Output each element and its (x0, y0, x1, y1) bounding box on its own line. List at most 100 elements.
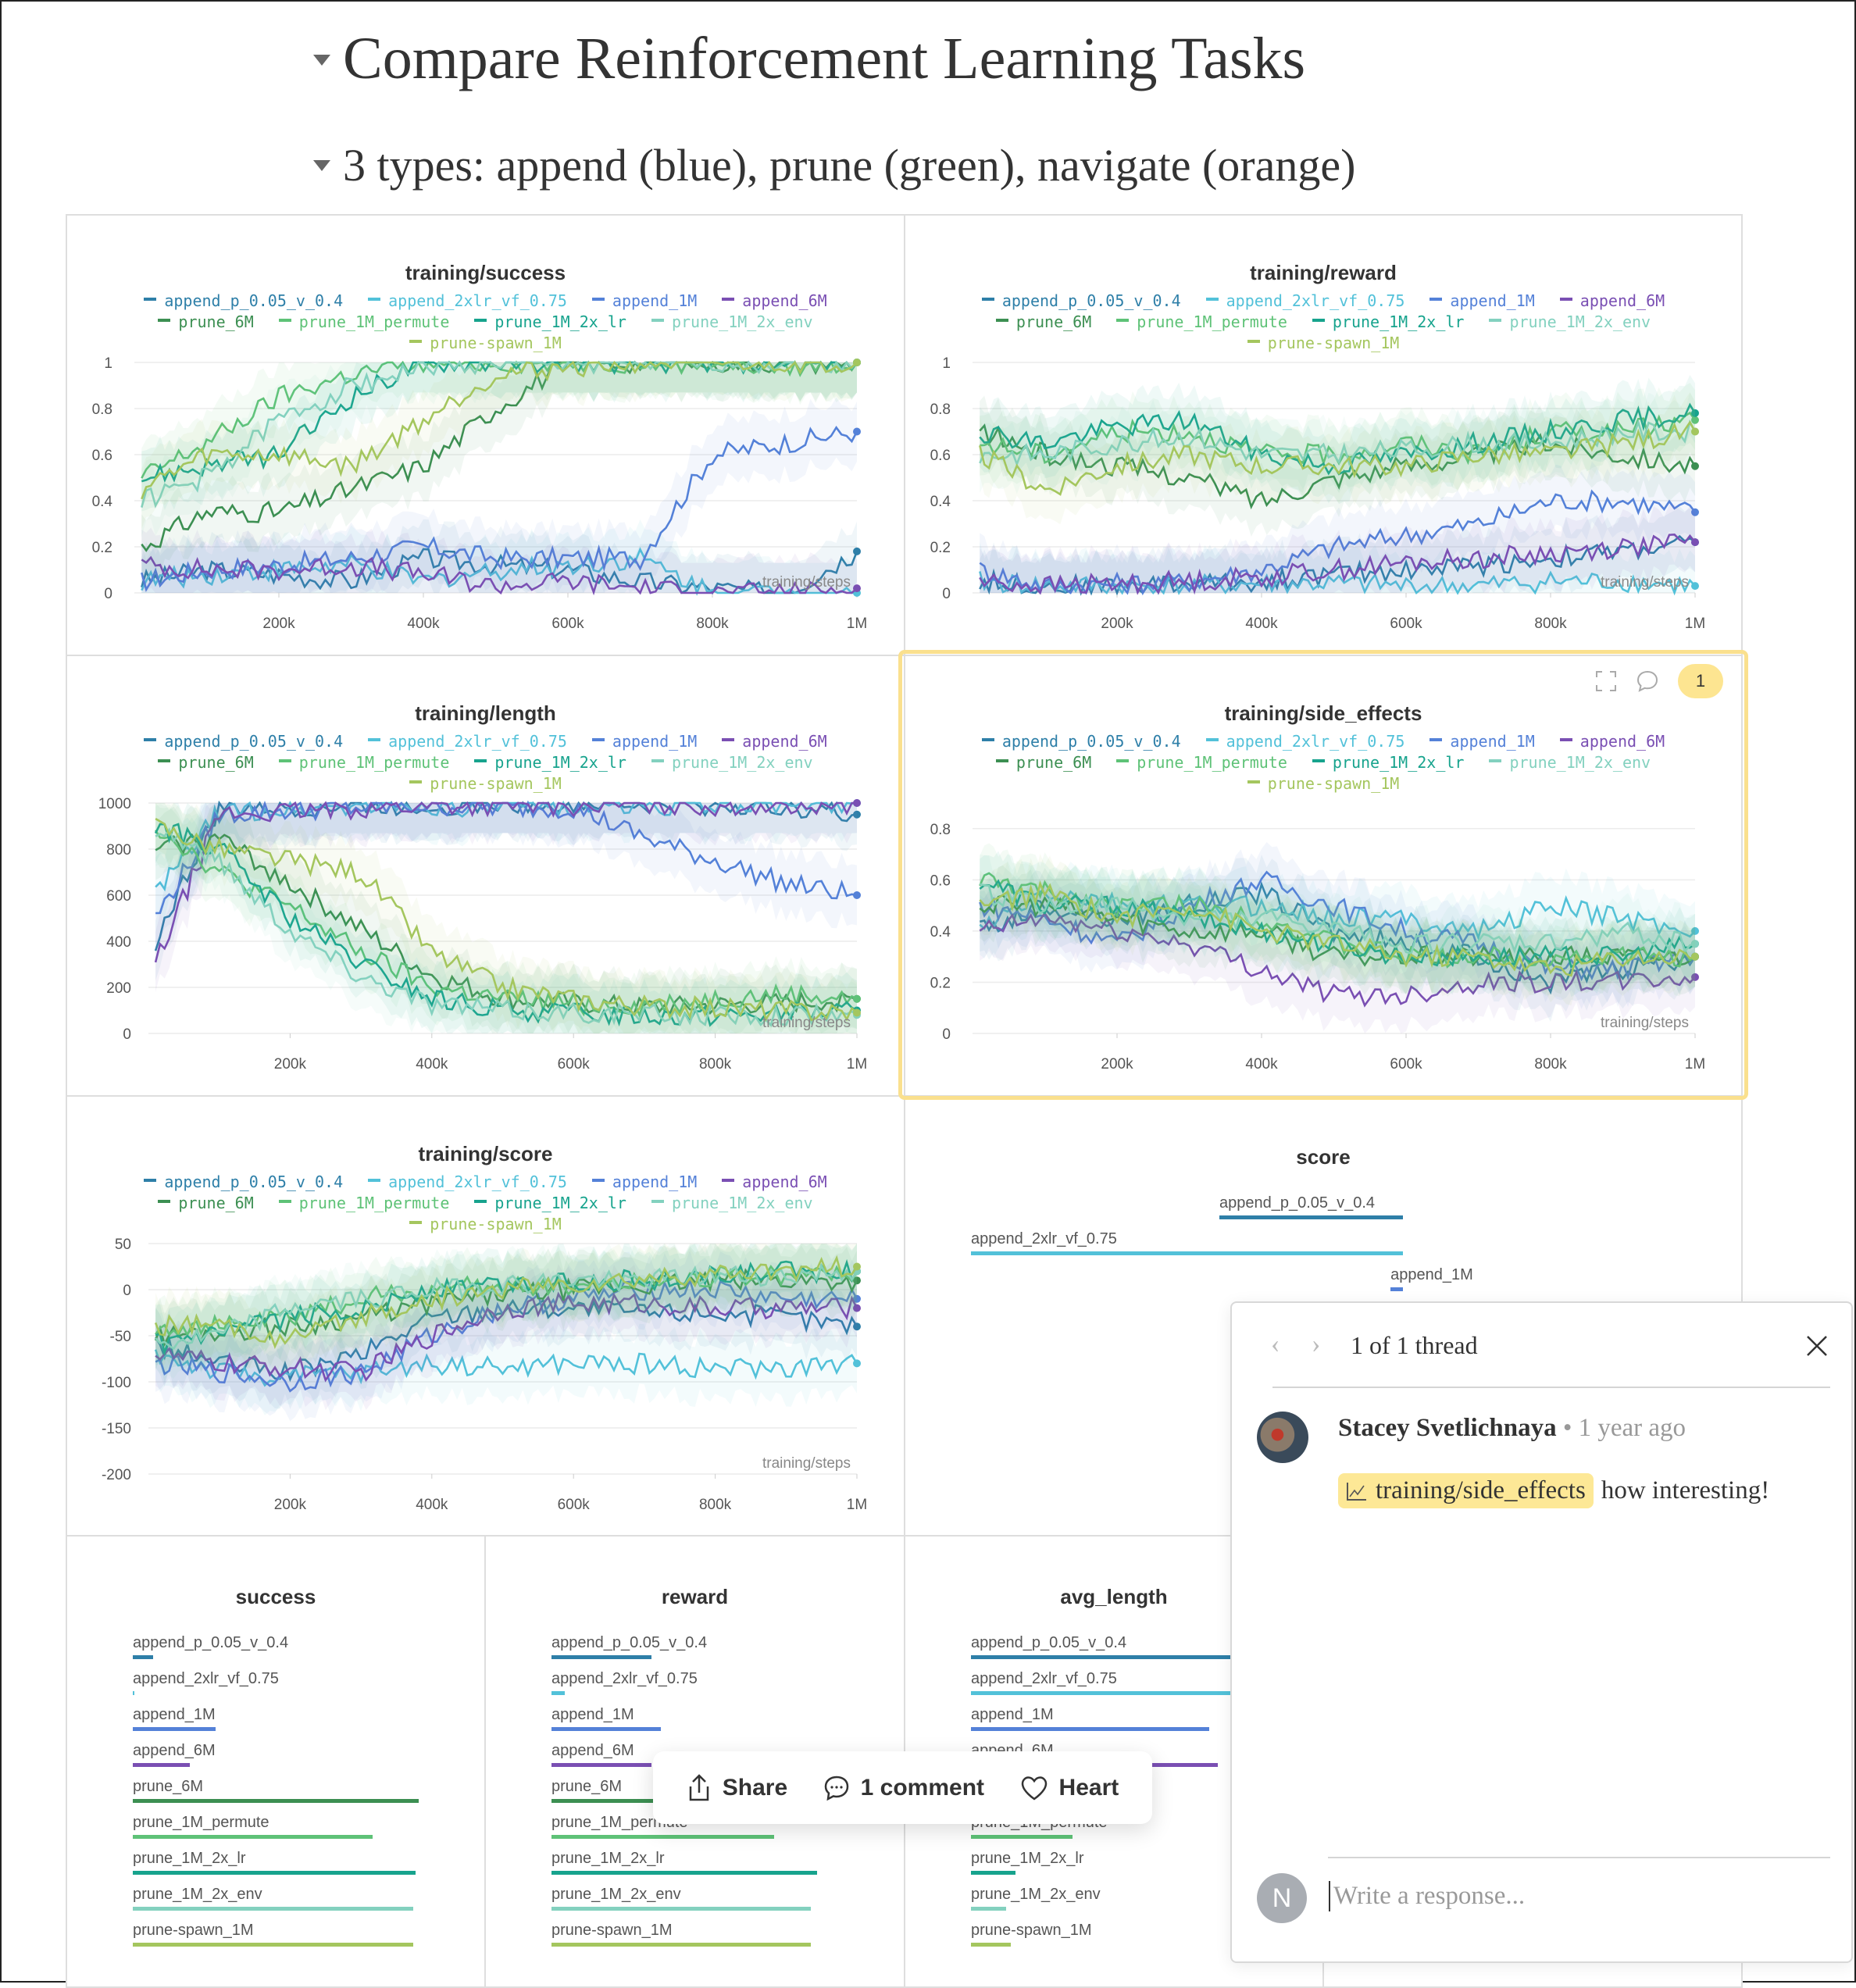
bar[interactable] (971, 1907, 1006, 1911)
heart-button[interactable]: Heart (1020, 1775, 1119, 1801)
legend-item[interactable]: prune_1M_2x_lr (1312, 752, 1464, 773)
bar[interactable] (133, 1691, 134, 1695)
series-line[interactable] (154, 830, 858, 1018)
series-line[interactable] (979, 890, 1696, 941)
legend-item[interactable]: prune_1M_2x_env (651, 752, 813, 773)
legend-item[interactable]: prune-spawn_1M (409, 333, 562, 354)
legend-item[interactable]: prune_1M_2x_lr (474, 752, 626, 773)
comment-icon[interactable] (1636, 669, 1659, 693)
legend-item[interactable]: append_6M (722, 291, 827, 312)
legend-item[interactable]: append_1M (591, 291, 697, 312)
legend-item[interactable]: prune_1M_2x_env (1489, 752, 1651, 773)
series-line[interactable] (155, 1291, 858, 1383)
bar[interactable] (551, 1799, 751, 1803)
legend-item[interactable]: prune_1M_permute (1116, 752, 1287, 773)
comments-button[interactable]: 1 comment (823, 1775, 984, 1801)
series-line[interactable] (154, 1255, 858, 1350)
previous-thread-button[interactable]: ‹ (1271, 1329, 1280, 1358)
section-toggle-icon[interactable] (313, 55, 330, 66)
bar[interactable] (971, 1691, 1240, 1695)
series-line[interactable] (979, 419, 1697, 467)
bar[interactable] (551, 1727, 662, 1731)
bar[interactable] (971, 1251, 1403, 1255)
legend-item[interactable]: append_6M (1559, 291, 1665, 312)
bar[interactable] (133, 1907, 413, 1911)
series-line[interactable] (979, 533, 1697, 595)
next-thread-button[interactable]: › (1312, 1329, 1321, 1358)
series-line[interactable] (155, 1263, 858, 1351)
series-line[interactable] (979, 570, 1696, 596)
legend-item[interactable]: append_1M (591, 731, 697, 752)
series-line[interactable] (141, 360, 858, 500)
legend-item[interactable]: append_2xlr_vf_0.75 (1205, 731, 1404, 752)
bar[interactable] (1219, 1215, 1403, 1219)
legend-item[interactable]: append_6M (722, 731, 827, 752)
legend-item[interactable]: prune-spawn_1M (409, 1214, 562, 1235)
legend-item[interactable]: prune_1M_2x_lr (474, 312, 626, 333)
bar[interactable] (971, 1727, 1210, 1731)
reply-input[interactable] (1329, 1881, 1827, 1911)
bar[interactable] (551, 1907, 811, 1911)
share-button[interactable]: Share (687, 1773, 787, 1802)
series-line[interactable] (154, 801, 857, 963)
bar[interactable] (971, 1943, 1012, 1947)
legend-item[interactable]: append_p_0.05_v_0.4 (144, 731, 343, 752)
bar[interactable] (133, 1799, 419, 1803)
series-line[interactable] (979, 894, 1696, 969)
legend-item[interactable]: prune-spawn_1M (1247, 773, 1399, 794)
bar[interactable] (133, 1655, 153, 1659)
series-line[interactable] (979, 489, 1697, 596)
bar[interactable] (551, 1655, 651, 1659)
legend-item[interactable]: append_2xlr_vf_0.75 (1205, 291, 1404, 312)
legend-item[interactable]: append_p_0.05_v_0.4 (981, 731, 1181, 752)
legend-item[interactable]: append_1M (1429, 291, 1535, 312)
legend-item[interactable]: prune_1M_2x_env (1489, 312, 1651, 333)
series-line[interactable] (141, 547, 857, 596)
legend-item[interactable]: append_2xlr_vf_0.75 (368, 291, 567, 312)
bar[interactable] (133, 1871, 416, 1875)
legend-item[interactable]: append_1M (1429, 731, 1535, 752)
bar[interactable] (551, 1871, 818, 1875)
bar[interactable] (133, 1763, 191, 1767)
series-line[interactable] (154, 1268, 858, 1347)
bar[interactable] (551, 1943, 811, 1947)
legend-item[interactable]: prune_6M (995, 752, 1091, 773)
legend-item[interactable]: prune-spawn_1M (409, 773, 562, 794)
legend-item[interactable]: prune_6M (158, 1193, 254, 1214)
legend-item[interactable]: prune_1M_permute (278, 752, 449, 773)
close-icon[interactable] (1805, 1334, 1829, 1358)
legend-item[interactable]: append_p_0.05_v_0.4 (144, 291, 343, 312)
bar[interactable] (551, 1691, 566, 1695)
legend-item[interactable]: prune_1M_permute (278, 1193, 449, 1214)
bar[interactable] (971, 1871, 1015, 1875)
series-line[interactable] (141, 555, 858, 596)
panel-reference-chip[interactable]: training/side_effects (1338, 1473, 1594, 1508)
series-line[interactable] (979, 420, 1697, 496)
series-line[interactable] (155, 817, 858, 1022)
legend-item[interactable]: append_6M (1559, 731, 1665, 752)
legend-item[interactable]: prune-spawn_1M (1247, 333, 1399, 354)
legend-item[interactable]: prune_1M_2x_lr (474, 1193, 626, 1214)
legend-item[interactable]: prune_1M_permute (1116, 312, 1287, 333)
bar[interactable] (551, 1763, 651, 1767)
bar[interactable] (971, 1835, 1073, 1839)
bar[interactable] (971, 1655, 1240, 1659)
bar[interactable] (133, 1943, 413, 1947)
legend-item[interactable]: prune_1M_2x_env (651, 1193, 813, 1214)
legend-item[interactable]: append_p_0.05_v_0.4 (981, 291, 1181, 312)
legend-item[interactable]: append_2xlr_vf_0.75 (368, 1172, 567, 1193)
bar[interactable] (133, 1727, 216, 1731)
legend-item[interactable]: append_1M (591, 1172, 697, 1193)
legend-item[interactable]: prune_1M_permute (278, 312, 449, 333)
legend-item[interactable]: prune_1M_2x_env (651, 312, 813, 333)
series-line[interactable] (979, 880, 1696, 977)
bar[interactable] (1390, 1287, 1403, 1291)
legend-item[interactable]: append_2xlr_vf_0.75 (368, 731, 567, 752)
legend-item[interactable]: append_6M (722, 1172, 827, 1193)
series-line[interactable] (141, 360, 858, 509)
legend-item[interactable]: append_p_0.05_v_0.4 (144, 1172, 343, 1193)
